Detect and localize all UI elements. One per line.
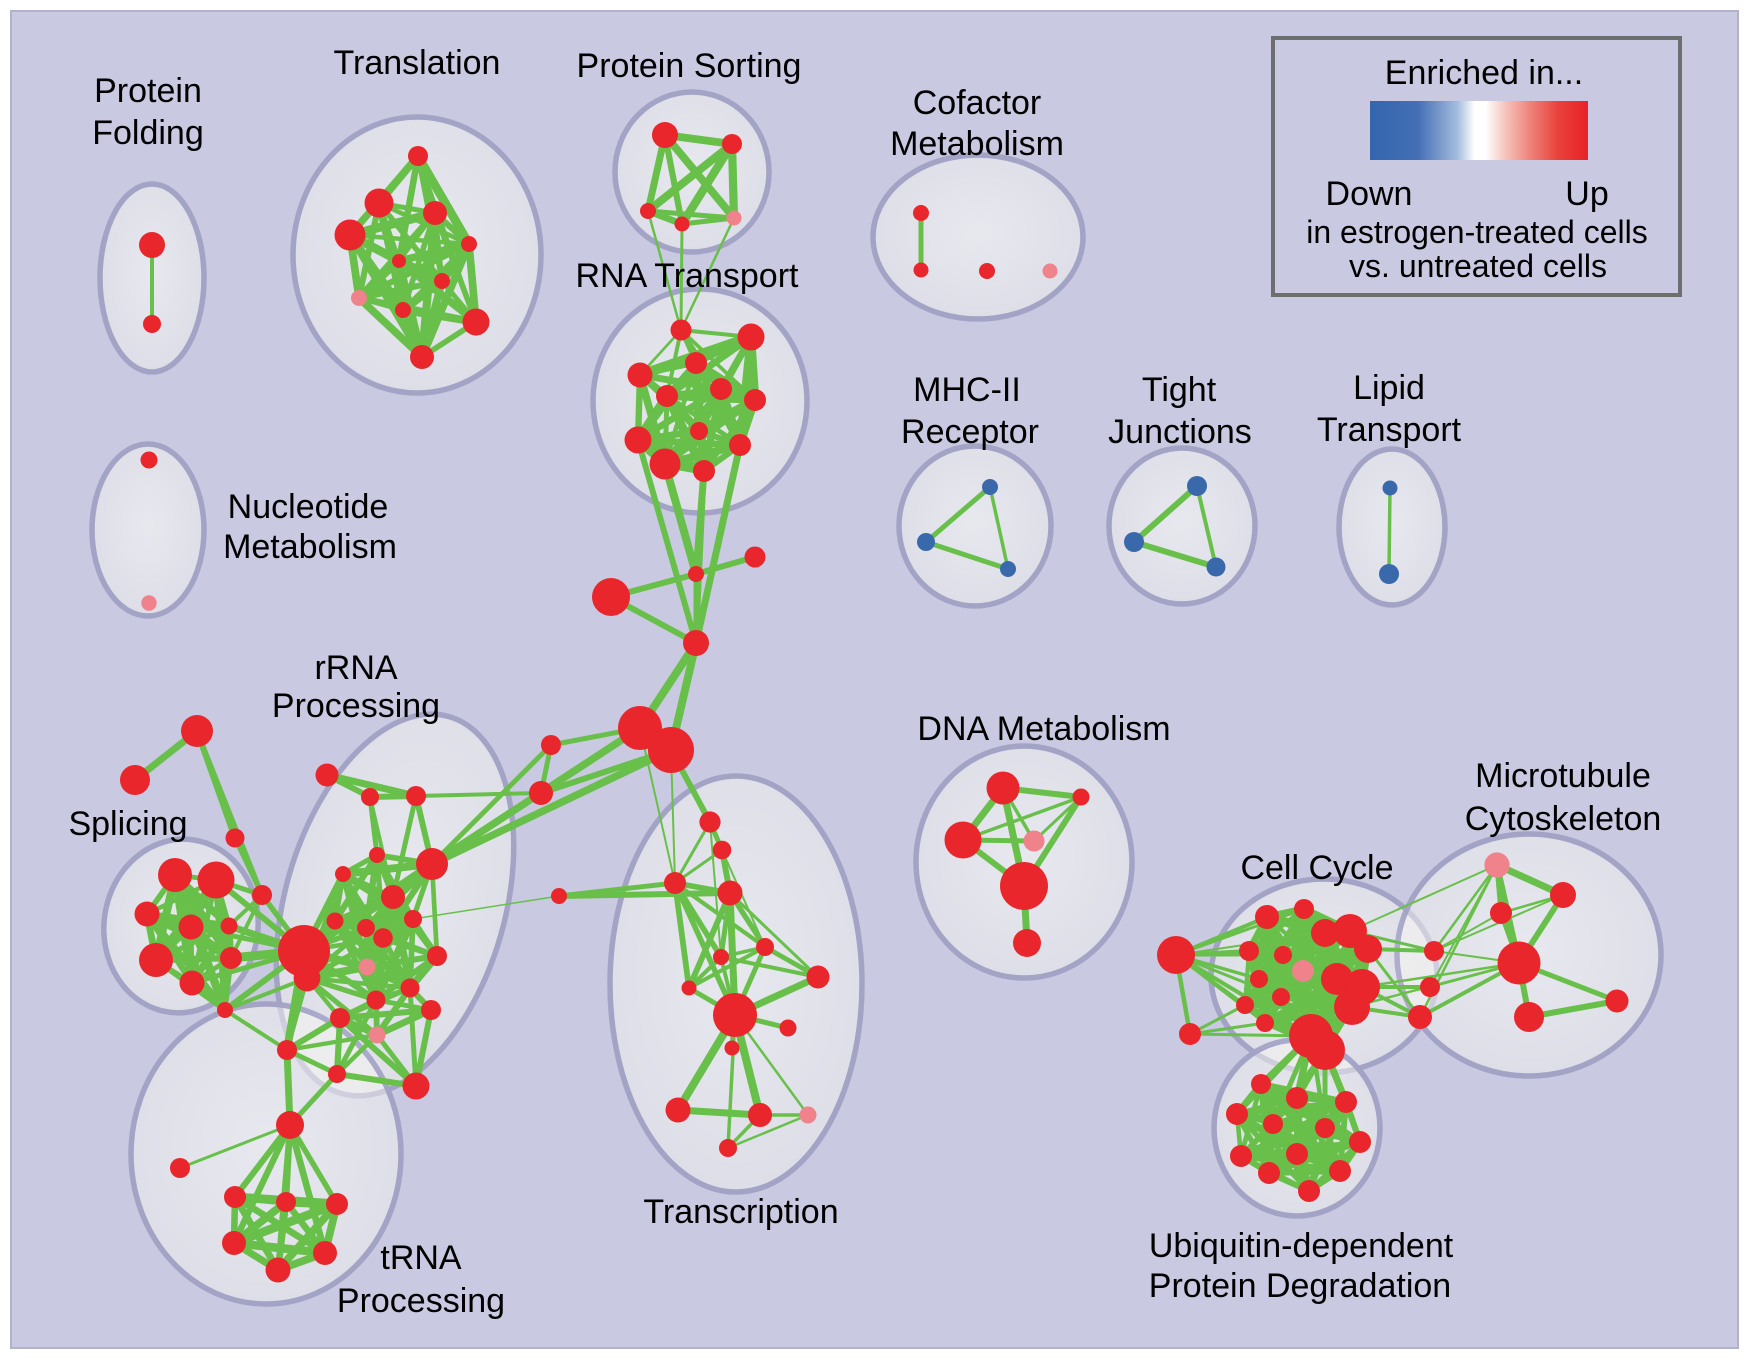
- svg-text:vs. untreated cells: vs. untreated cells: [1349, 248, 1607, 284]
- svg-text:Lipid: Lipid: [1353, 369, 1425, 407]
- svg-text:Protein: Protein: [94, 72, 202, 110]
- svg-text:Receptor: Receptor: [901, 413, 1039, 451]
- svg-text:Cofactor: Cofactor: [913, 84, 1042, 122]
- svg-text:in estrogen-treated cells: in estrogen-treated cells: [1306, 214, 1648, 250]
- svg-text:Metabolism: Metabolism: [890, 125, 1064, 163]
- svg-text:Protein Degradation: Protein Degradation: [1149, 1267, 1451, 1305]
- svg-text:Junctions: Junctions: [1108, 413, 1252, 451]
- svg-text:Protein Sorting: Protein Sorting: [577, 47, 802, 85]
- svg-text:Tight: Tight: [1142, 371, 1217, 409]
- svg-text:Transport: Transport: [1317, 411, 1462, 449]
- svg-text:rRNA: rRNA: [314, 649, 397, 687]
- svg-text:Up: Up: [1565, 175, 1608, 213]
- svg-text:Cell Cycle: Cell Cycle: [1240, 849, 1393, 887]
- svg-text:tRNA: tRNA: [380, 1239, 462, 1277]
- svg-text:Enriched in...: Enriched in...: [1385, 54, 1583, 92]
- svg-text:Down: Down: [1326, 175, 1413, 213]
- svg-text:Cytoskeleton: Cytoskeleton: [1465, 800, 1662, 838]
- svg-text:Microtubule: Microtubule: [1475, 757, 1651, 795]
- svg-text:Processing: Processing: [272, 687, 440, 725]
- svg-text:MHC-II: MHC-II: [913, 371, 1021, 409]
- svg-text:Metabolism: Metabolism: [223, 528, 397, 566]
- svg-text:DNA Metabolism: DNA Metabolism: [917, 710, 1170, 748]
- svg-text:Nucleotide: Nucleotide: [228, 488, 389, 526]
- svg-text:Ubiquitin-dependent: Ubiquitin-dependent: [1149, 1227, 1454, 1265]
- svg-text:Splicing: Splicing: [68, 805, 187, 843]
- svg-text:Transcription: Transcription: [643, 1193, 838, 1231]
- svg-text:Translation: Translation: [334, 44, 501, 82]
- svg-text:Folding: Folding: [92, 114, 204, 152]
- svg-text:RNA Transport: RNA Transport: [576, 257, 800, 295]
- svg-text:Processing: Processing: [337, 1282, 505, 1320]
